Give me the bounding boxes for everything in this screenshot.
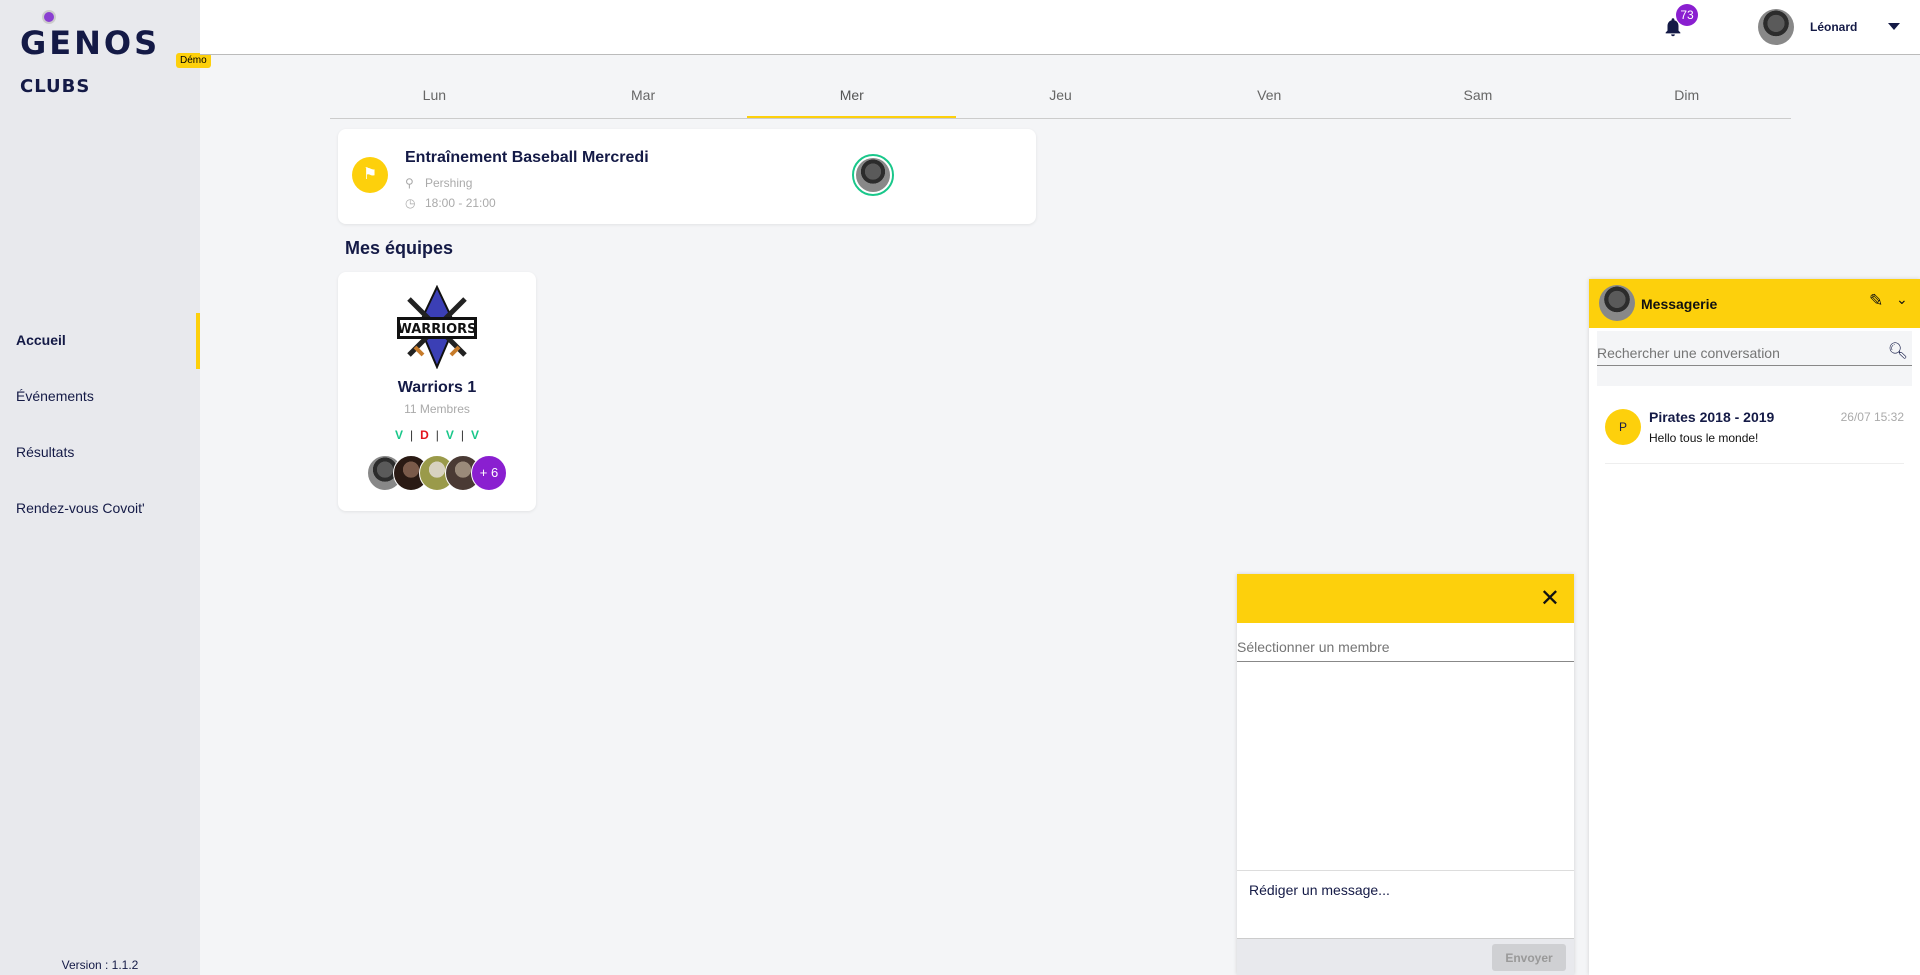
svg-text:WARRIORS: WARRIORS [397,322,476,337]
pencil-icon[interactable]: ✎ [1869,291,1884,310]
sidebar-item-covoit[interactable]: Rendez-vous Covoit' [16,500,145,516]
tab-ven[interactable]: Ven [1257,87,1282,103]
compose-header: ✕ [1237,574,1574,623]
chevron-down-icon[interactable]: ⌄ [1896,291,1908,307]
result: D [420,428,429,442]
participant-avatar[interactable] [852,154,894,196]
sidebar: GENOS CLUBS Démo Accueil Événements Résu… [0,0,211,975]
user-avatar[interactable] [1758,9,1794,45]
logo-mark [42,10,56,24]
version-label: Version : 1.1.2 [61,958,139,972]
bell-icon[interactable] [1662,16,1684,38]
warriors-logo: WARRIORS [397,285,477,369]
send-button[interactable]: Envoyer [1492,944,1566,971]
tab-dim[interactable]: Dim [1674,87,1700,103]
active-indicator [196,313,200,369]
result: V [471,428,480,442]
teams-title: Mes équipes [345,238,454,258]
conversation-preview: Hello tous le monde! [1649,431,1759,445]
close-icon[interactable]: ✕ [1539,585,1560,612]
demo-badge: Démo [176,53,211,68]
event-card[interactable]: ⚑ Entraînement Baseball Mercredi ⚲ Pershi… [338,129,1036,224]
messaging-title: Messagerie [1641,296,1718,312]
team-name: Warriors 1 [397,379,477,396]
messaging-avatar [1599,285,1635,321]
conversation-item[interactable]: P Pirates 2018 - 2019 26/07 15:32 Hello … [1605,399,1904,464]
more-members[interactable]: + 6 [471,455,507,491]
tab-mer[interactable]: Mer [747,80,957,118]
member-avatars: + 6 [367,455,507,491]
sidebar-item-accueil[interactable]: Accueil [16,332,66,348]
notification-badge: 73 [1676,4,1698,26]
tab-lun[interactable]: Lun [422,87,447,103]
brand-sub: CLUBS [20,76,91,97]
sidebar-item-evenements[interactable]: Événements [16,388,94,404]
team-card[interactable]: WARRIORS Warriors 1 11 Membres V | D | V | V +… [338,272,536,511]
tab-sam[interactable]: Sam [1463,87,1493,103]
clock-icon: ◷ [405,196,416,210]
brand-name: GENOS [20,24,161,62]
team-results: V | D | V | V [394,428,480,442]
top-header [200,0,1920,55]
conversation-search-input[interactable] [1597,341,1912,366]
location-pin-icon: ⚲ [405,176,414,190]
event-location: Pershing [425,176,473,190]
tab-jeu[interactable]: Jeu [1049,87,1072,103]
tab-mar[interactable]: Mar [631,87,656,103]
messaging-header[interactable]: Messagerie ✎ ⌄ [1589,279,1920,328]
conversation-avatar: P [1605,409,1641,445]
message-input[interactable]: Rédiger un message... [1249,882,1390,898]
user-name[interactable]: Léonard [1810,20,1858,34]
team-members-count: 11 Membres [404,402,470,416]
conversation-name: Pirates 2018 - 2019 [1649,409,1775,425]
caret-down-icon[interactable] [1888,23,1900,30]
logo[interactable]: GENOS CLUBS [20,10,210,97]
sidebar-item-resultats[interactable]: Résultats [16,444,75,460]
new-message-panel: ✕ Rédiger un message... Envoyer [1237,574,1574,975]
message-thread [1237,663,1574,871]
messaging-panel: Messagerie ✎ ⌄ 🔍︎ P Pirates 2018 - 2019 … [1589,279,1920,975]
week-day-tabs: Lun Mar Mer Jeu Ven Sam Dim [330,80,1791,119]
conversation-time: 26/07 15:32 [1840,410,1904,424]
event-title: Entraînement Baseball Mercredi [405,149,649,166]
search-icon[interactable]: 🔍︎ [1887,343,1908,360]
result: V [394,428,403,442]
event-time: 18:00 - 21:00 [425,196,496,210]
flag-icon: ⚑ [352,157,388,193]
result: V [445,428,454,442]
member-select-input[interactable] [1237,632,1574,662]
